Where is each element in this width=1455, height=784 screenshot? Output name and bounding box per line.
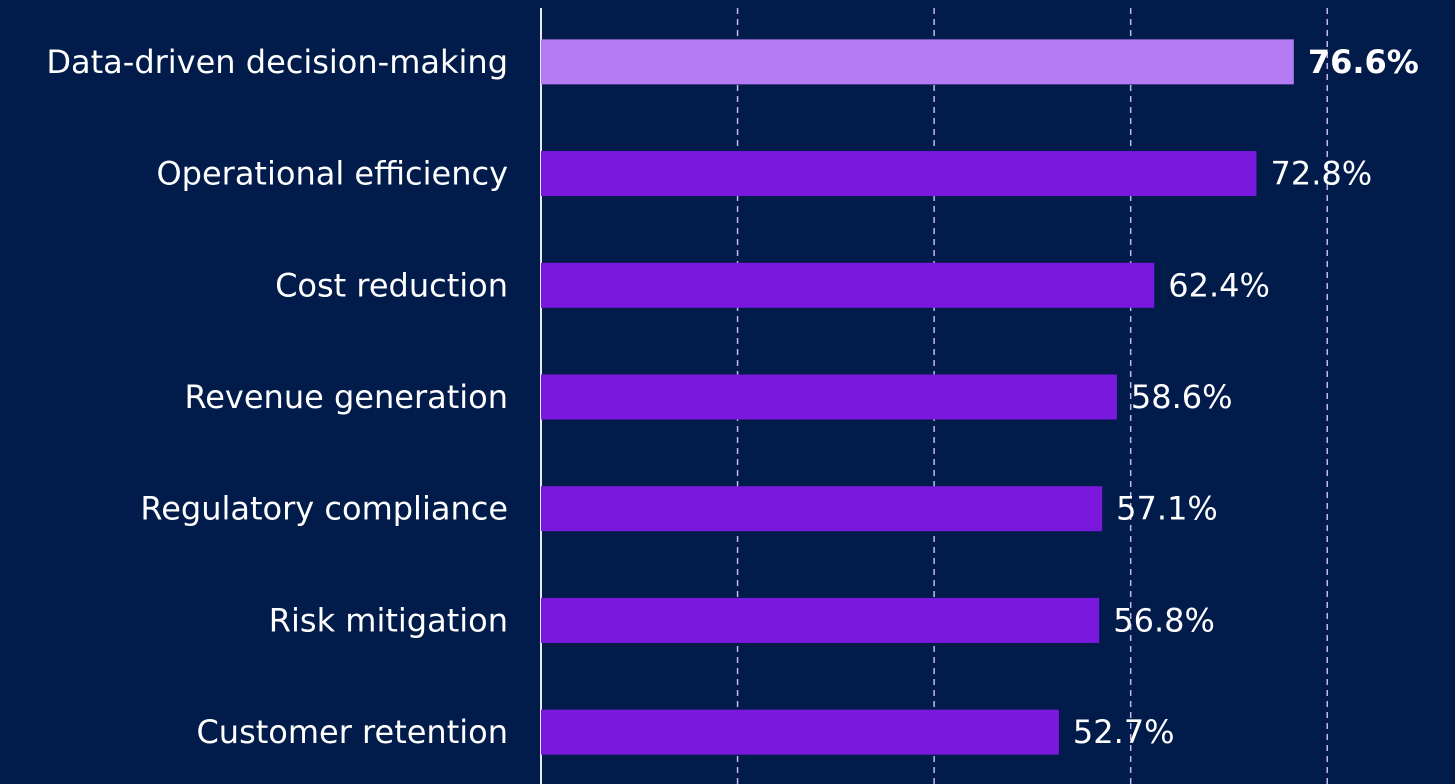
value-label: 62.4% (1168, 266, 1270, 304)
category-label: Regulatory compliance (140, 490, 508, 528)
value-label: 72.8% (1270, 155, 1372, 193)
category-label: Revenue generation (184, 378, 508, 416)
bar (541, 486, 1103, 532)
bar (541, 709, 1059, 755)
category-label: Risk mitigation (269, 601, 508, 639)
bar (541, 262, 1155, 308)
bar (541, 374, 1117, 420)
value-label: 58.6% (1131, 378, 1233, 416)
category-label: Operational efficiency (156, 155, 508, 193)
category-label: Customer retention (196, 713, 508, 751)
category-label: Data-driven decision-making (46, 43, 508, 81)
value-label: 56.8% (1113, 601, 1215, 639)
value-label: 76.6% (1308, 43, 1419, 81)
bar (541, 39, 1294, 85)
bar (541, 151, 1257, 197)
category-label: Cost reduction (275, 266, 508, 304)
value-label: 52.7% (1073, 713, 1175, 751)
bar (541, 597, 1100, 643)
value-label: 57.1% (1116, 490, 1218, 528)
